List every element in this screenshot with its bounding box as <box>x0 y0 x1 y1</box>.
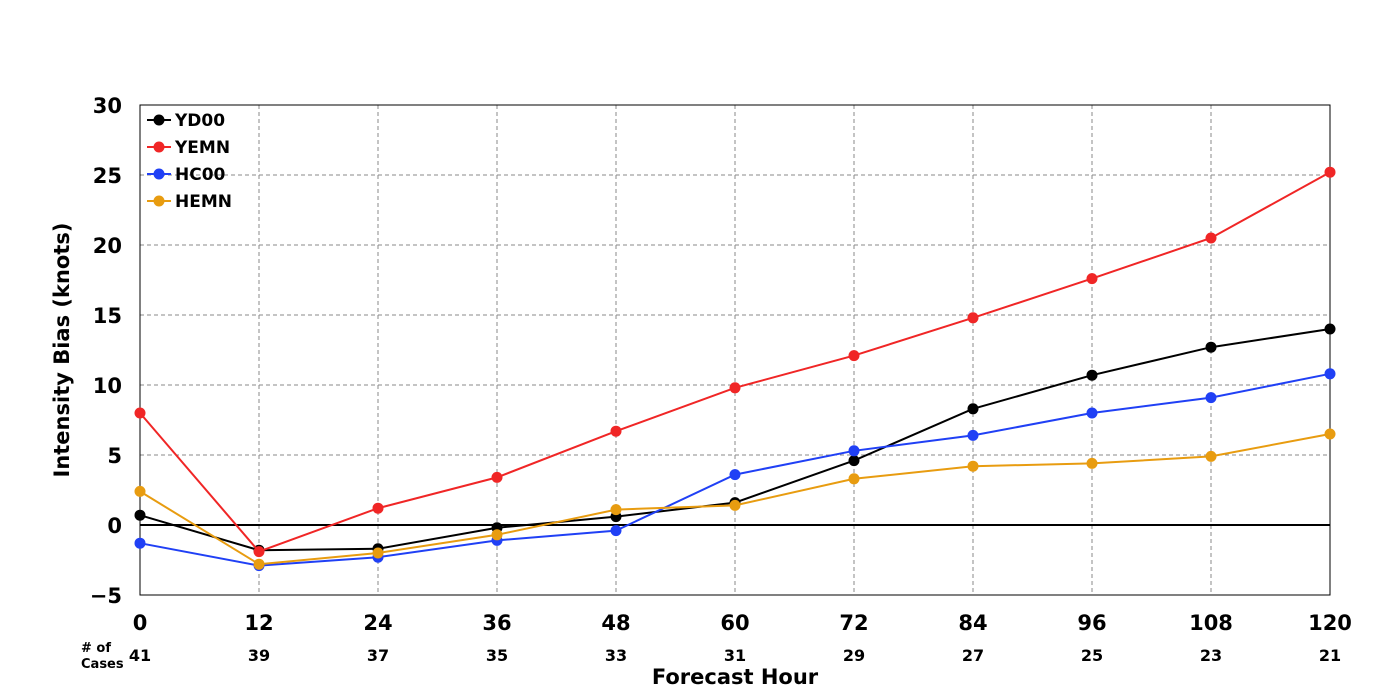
data-point-hemn <box>610 504 622 516</box>
data-point-yemn <box>1324 166 1336 178</box>
data-point-yd00 <box>1324 323 1336 335</box>
x-tick-label: 48 <box>601 611 630 635</box>
legend-item-hc00: HC00 <box>147 165 226 185</box>
y-tick-label: 10 <box>93 374 122 398</box>
legend-swatch-marker <box>153 195 165 207</box>
legend: YD00 YEMN HC00 HEMN <box>147 111 232 212</box>
data-point-yemn <box>1205 232 1217 244</box>
case-count: 25 <box>1081 646 1103 665</box>
data-point-hc00 <box>848 445 860 457</box>
cases-label-line: Cases <box>81 657 124 672</box>
y-tick-label: 20 <box>93 234 122 258</box>
series-lines <box>134 166 1336 572</box>
legend-label: HC00 <box>175 165 226 185</box>
x-tick-label: 72 <box>839 611 868 635</box>
data-point-hemn <box>729 499 741 511</box>
legend-item-yemn: YEMN <box>147 138 230 158</box>
data-point-hc00 <box>1205 392 1217 404</box>
x-tick-label: 120 <box>1308 611 1352 635</box>
y-tick-label: −5 <box>90 584 122 608</box>
case-count: 23 <box>1200 646 1222 665</box>
x-tick-label: 0 <box>133 611 148 635</box>
y-tick-label: 25 <box>93 164 122 188</box>
data-point-yemn <box>253 546 265 558</box>
data-point-hemn <box>253 558 265 570</box>
x-tick-label: 108 <box>1189 611 1233 635</box>
legend-swatch-marker <box>153 168 165 180</box>
data-point-yemn <box>610 425 622 437</box>
data-point-hemn <box>372 547 384 559</box>
data-point-yd00 <box>967 403 979 415</box>
data-point-yd00 <box>134 509 146 521</box>
case-count: 37 <box>367 646 389 665</box>
data-point-yemn <box>967 312 979 324</box>
data-point-hemn <box>491 529 503 541</box>
data-point-yemn <box>491 471 503 483</box>
legend-swatch-marker <box>153 114 165 126</box>
plot-frame <box>139 104 1331 596</box>
data-point-hemn <box>967 460 979 472</box>
cases-label-line: # of <box>81 641 111 656</box>
data-point-yemn <box>729 382 741 394</box>
data-point-hc00 <box>729 469 741 481</box>
y-axis-label: Intensity Bias (knots) <box>50 223 74 478</box>
case-count: 21 <box>1319 646 1341 665</box>
data-point-hemn <box>848 473 860 485</box>
legend-label: YD00 <box>174 111 225 131</box>
case-count: 39 <box>248 646 270 665</box>
data-point-hemn <box>1086 457 1098 469</box>
y-tick-label: 30 <box>93 94 122 118</box>
data-point-hemn <box>134 485 146 497</box>
case-count: 27 <box>962 646 984 665</box>
series-line-yd00 <box>139 328 1331 552</box>
data-point-hc00 <box>1324 368 1336 380</box>
legend-item-hemn: HEMN <box>147 192 232 212</box>
x-tick-labels: 0 12 24 36 48 60 72 84 96 108 120 <box>133 611 1352 635</box>
legend-label: HEMN <box>175 192 232 212</box>
cases-label: # of Cases <box>81 641 124 672</box>
data-point-yemn <box>372 502 384 514</box>
case-count: 29 <box>843 646 865 665</box>
data-point-yemn <box>134 407 146 419</box>
data-point-yd00 <box>848 455 860 467</box>
legend-swatch-marker <box>153 141 165 153</box>
data-point-yemn <box>848 350 860 362</box>
data-point-yemn <box>1086 273 1098 285</box>
y-tick-label: 5 <box>107 444 122 468</box>
y-tick-labels: −5 0 5 10 15 20 25 30 <box>90 94 122 608</box>
x-tick-label: 36 <box>482 611 511 635</box>
data-point-hc00 <box>967 429 979 441</box>
legend-label: YEMN <box>174 138 230 158</box>
data-point-hc00 <box>134 537 146 549</box>
data-point-hc00 <box>610 525 622 537</box>
data-point-yd00 <box>1086 369 1098 381</box>
x-tick-label: 96 <box>1077 611 1106 635</box>
legend-item-yd00: YD00 <box>147 111 225 131</box>
series-yemn <box>134 166 1336 558</box>
case-count: 35 <box>486 646 508 665</box>
x-axis-label: Forecast Hour <box>652 665 819 689</box>
series-hemn <box>134 428 1336 570</box>
case-count-row: 41 39 37 35 33 31 29 27 25 23 21 <box>129 646 1341 665</box>
case-count: 33 <box>605 646 627 665</box>
data-point-yd00 <box>1205 341 1217 353</box>
case-count: 31 <box>724 646 746 665</box>
x-tick-label: 84 <box>958 611 987 635</box>
y-tick-label: 0 <box>107 514 122 538</box>
data-point-hc00 <box>1086 407 1098 419</box>
y-tick-label: 15 <box>93 304 122 328</box>
x-tick-label: 24 <box>363 611 392 635</box>
grid-lines <box>140 105 1330 595</box>
x-tick-label: 12 <box>244 611 273 635</box>
x-tick-label: 60 <box>720 611 749 635</box>
data-point-hemn <box>1324 428 1336 440</box>
data-point-hemn <box>1205 450 1217 462</box>
case-count: 41 <box>129 646 151 665</box>
